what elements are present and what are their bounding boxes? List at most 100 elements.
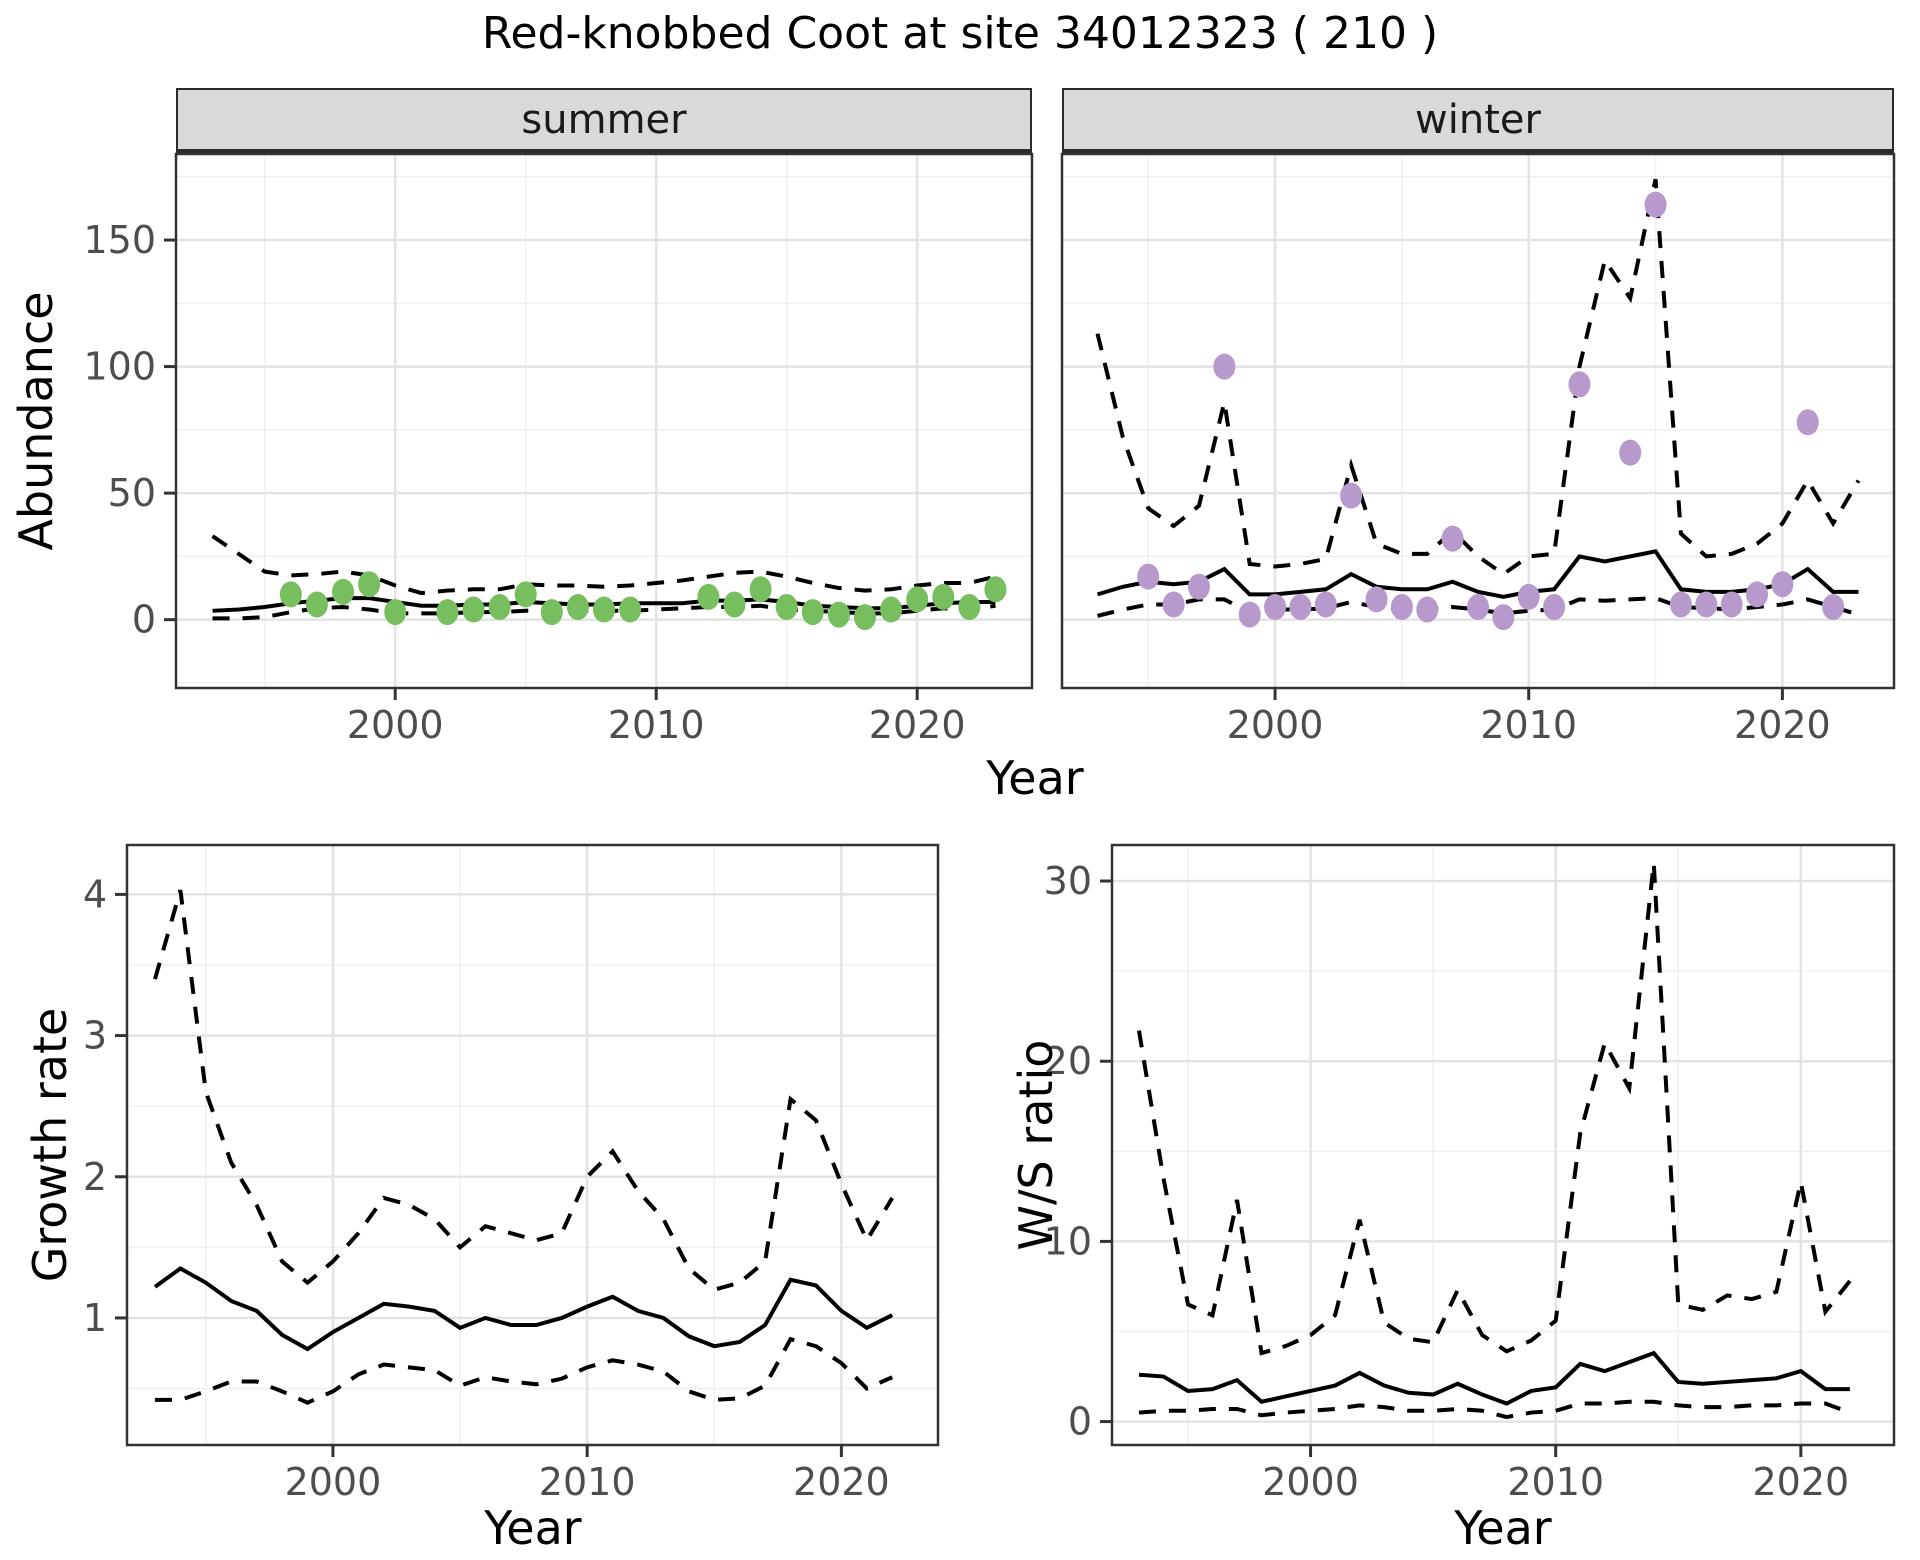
x-tick-label: 2010 <box>1480 703 1577 747</box>
observation-point <box>1796 409 1819 436</box>
observation-point <box>1314 591 1337 618</box>
observation-point <box>1695 591 1718 618</box>
ws-ratio-chart: 2000 2010 2020 0 10 20 30 <box>1044 843 1896 1504</box>
x-tick-label: 2010 <box>608 703 705 747</box>
panel-border <box>125 843 940 1447</box>
observation-point <box>1213 353 1236 380</box>
top-year-axis-label: Year <box>986 751 1084 805</box>
observation-point <box>801 599 824 626</box>
observation-point <box>1365 586 1388 613</box>
y-tick-label: 20 <box>1044 1039 1092 1083</box>
panel-background <box>1112 845 1894 1445</box>
observation-point <box>1137 563 1160 590</box>
y-tick-label: 0 <box>1068 1400 1092 1444</box>
y-tick-label: 3 <box>83 1014 107 1058</box>
observation-point <box>906 586 929 613</box>
facet-strip-summer-label: summer <box>521 97 687 143</box>
observation-point <box>1543 594 1566 621</box>
x-tick-label: 2010 <box>1507 1460 1604 1504</box>
observation-point <box>1390 594 1413 621</box>
x-tick-label: 2020 <box>793 1460 890 1504</box>
y-tick-label: 1 <box>83 1296 107 1340</box>
y-tick-label: 0 <box>132 598 156 642</box>
growth-year-axis-label: Year <box>484 1501 582 1555</box>
y-tick-label: 4 <box>83 872 107 916</box>
observation-point <box>880 596 903 623</box>
observation-point <box>1289 594 1312 621</box>
winter-abundance-chart: 2000 2010 2020 <box>1060 152 1896 747</box>
observation-point <box>514 581 537 608</box>
ci-upper-line <box>211 534 996 596</box>
fit-line <box>153 1266 894 1352</box>
y-tick-label: 50 <box>108 471 156 515</box>
ci-upper-line <box>1095 178 1861 577</box>
facet-strip-summer: summer <box>176 88 1032 154</box>
observation-point <box>1492 604 1515 631</box>
panel-background <box>127 845 938 1445</box>
observation-point <box>1771 571 1794 598</box>
y-tick-label: 2 <box>83 1155 107 1199</box>
observation-point <box>619 596 642 623</box>
observation-point <box>1619 439 1642 466</box>
observation-point <box>488 594 511 621</box>
observation-point <box>1822 594 1845 621</box>
observation-point <box>958 594 981 621</box>
ws-ratio-axis-label: W/S ratio <box>1009 1039 1063 1251</box>
observation-point <box>1568 371 1591 398</box>
fit-line <box>1138 1350 1850 1406</box>
facet-strip-winter: winter <box>1062 88 1894 154</box>
observation-point <box>1416 596 1439 623</box>
observation-point <box>540 599 563 626</box>
observation-point <box>1238 601 1261 628</box>
observation-point <box>279 581 302 608</box>
y-tick-label: 30 <box>1044 859 1092 903</box>
observation-point <box>1340 482 1363 509</box>
x-tick-label: 2000 <box>347 703 444 747</box>
x-tick-label: 2000 <box>1262 1460 1359 1504</box>
observation-point <box>358 571 381 598</box>
ci-upper-line <box>153 889 894 1292</box>
abundance-axis-label: Abundance <box>9 291 63 551</box>
observation-point <box>1264 594 1287 621</box>
observation-point <box>932 583 955 610</box>
panel-border <box>174 152 1034 690</box>
observation-point <box>984 576 1007 603</box>
y-tick-label: 100 <box>83 345 156 389</box>
y-tick-label: 150 <box>83 218 156 262</box>
ws-year-axis-label: Year <box>1454 1501 1552 1555</box>
observation-point <box>827 601 850 628</box>
x-tick-label: 2000 <box>285 1460 382 1504</box>
observation-point <box>462 596 485 623</box>
observation-point <box>1669 591 1692 618</box>
observation-point <box>593 596 615 623</box>
observation-point <box>697 583 720 610</box>
x-tick-label: 2020 <box>1734 703 1831 747</box>
x-tick-label: 2000 <box>1227 703 1324 747</box>
observation-point <box>436 599 459 626</box>
observation-point <box>332 578 355 605</box>
observation-point <box>566 594 589 621</box>
observation-point <box>305 591 328 618</box>
ci-lower-line <box>154 1336 894 1405</box>
y-tick-label: 10 <box>1044 1219 1092 1263</box>
observation-point <box>1441 525 1464 552</box>
panel-border <box>1110 843 1896 1447</box>
page-title: Red-knobbed Coot at site 34012323 ( 210 … <box>481 8 1439 59</box>
observation-point <box>384 599 407 626</box>
observation-point <box>853 604 876 631</box>
observation-point <box>1720 591 1743 618</box>
x-tick-label: 2020 <box>1752 1460 1849 1504</box>
observation-point <box>1746 581 1769 608</box>
observation-point <box>1162 591 1185 618</box>
growth-rate-chart: 2000 2010 2020 1 2 3 4 <box>83 843 940 1504</box>
observation-point <box>1467 594 1489 621</box>
summer-abundance-chart: 2000 2010 2020 0 50 100 150 <box>83 152 1034 747</box>
x-tick-label: 2010 <box>539 1460 636 1504</box>
panel-border <box>1060 152 1896 690</box>
facet-strip-winter-label: winter <box>1415 97 1541 143</box>
x-tick-label: 2020 <box>869 703 966 747</box>
ci-upper-line <box>1136 862 1852 1356</box>
observation-point <box>775 594 798 621</box>
observation-point <box>723 591 746 618</box>
growth-rate-axis-label: Growth rate <box>23 1007 77 1283</box>
